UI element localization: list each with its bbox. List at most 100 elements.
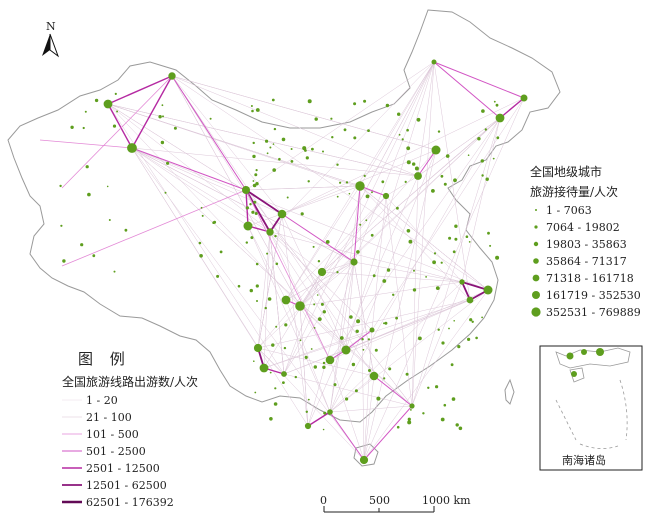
route-line — [39, 139, 133, 149]
city-point — [166, 161, 170, 165]
city-point — [459, 279, 465, 285]
city-point — [468, 241, 471, 243]
city-point — [82, 126, 85, 130]
city-point — [412, 162, 416, 166]
city-point — [416, 117, 421, 122]
city-point — [124, 228, 128, 232]
city-point — [200, 206, 203, 209]
city-point — [395, 316, 398, 320]
city-point — [313, 303, 316, 306]
city-point — [127, 143, 137, 153]
city-point — [325, 355, 335, 365]
city-point — [406, 229, 411, 233]
route-legend-label: 101 - 500 — [86, 428, 139, 441]
inset-label: 南海诸岛 — [562, 453, 606, 467]
city-point — [237, 284, 241, 288]
city-point — [198, 241, 202, 245]
city-point — [382, 279, 387, 283]
city-point — [457, 345, 461, 349]
city-point — [365, 194, 370, 199]
city-point — [431, 145, 441, 155]
city-point — [322, 365, 326, 369]
route-line — [353, 185, 361, 263]
city-point — [454, 237, 458, 241]
city-point — [290, 148, 293, 150]
city-point — [396, 425, 400, 429]
city-point — [304, 422, 312, 430]
city-point — [467, 337, 471, 341]
city-point — [243, 221, 253, 231]
city-point — [425, 276, 427, 278]
city-point — [295, 301, 305, 311]
city-point — [281, 371, 287, 377]
city-point — [255, 182, 259, 186]
city-point — [273, 127, 277, 131]
route-line — [61, 75, 173, 189]
city-point — [443, 403, 447, 407]
city-point — [370, 233, 374, 237]
city-point — [300, 212, 304, 216]
route-line — [107, 103, 361, 187]
route-line — [417, 117, 501, 177]
city-point — [252, 154, 256, 159]
city-point — [409, 403, 415, 409]
route-line — [247, 225, 287, 301]
city-point — [431, 59, 437, 65]
city-point — [322, 310, 326, 314]
city-point — [412, 288, 417, 292]
city-point — [495, 255, 500, 260]
route-line — [417, 61, 435, 177]
city-point — [448, 327, 450, 330]
city-point — [484, 128, 487, 131]
city-point — [351, 362, 356, 367]
route-line — [61, 189, 247, 267]
city-point — [392, 293, 395, 296]
city-point — [350, 258, 358, 266]
route-line — [263, 271, 323, 369]
city-point — [162, 115, 164, 118]
route-line — [283, 271, 323, 375]
city-point — [314, 117, 318, 121]
route-line — [329, 411, 365, 461]
city-point — [266, 252, 269, 255]
city-point — [60, 224, 63, 227]
route-line — [131, 147, 249, 227]
route-line — [345, 329, 373, 351]
route-line — [131, 75, 173, 149]
city-point — [336, 195, 339, 198]
city-point — [348, 192, 351, 195]
city-point — [168, 72, 176, 80]
city-point — [113, 270, 116, 273]
route-line — [281, 97, 525, 215]
city-point — [271, 343, 275, 347]
route-line — [245, 189, 331, 361]
city-point — [272, 168, 277, 172]
city-point — [485, 177, 489, 181]
route-line — [371, 195, 387, 331]
city-point — [339, 336, 344, 340]
city-point — [62, 259, 66, 263]
city-point — [80, 243, 84, 247]
route-line — [281, 213, 347, 351]
city-point — [495, 103, 499, 107]
city-point — [255, 108, 260, 112]
city-point — [249, 203, 252, 206]
city-points — [59, 59, 528, 465]
route-line — [171, 75, 247, 191]
route-line — [321, 61, 435, 273]
city-point — [401, 138, 404, 141]
city-point — [312, 245, 315, 248]
route-line — [345, 61, 435, 351]
route-line — [131, 147, 309, 427]
city-point — [414, 166, 419, 171]
svg-text:N: N — [46, 20, 56, 33]
city-point — [363, 99, 367, 103]
route-line — [411, 117, 501, 407]
route-line — [131, 147, 247, 191]
route-line — [107, 103, 285, 375]
route-line — [269, 231, 285, 375]
route-line — [269, 231, 331, 361]
city-point — [404, 180, 407, 183]
city-legend-label: 1 - 7063 — [546, 204, 592, 217]
route-legend-title: 全国旅游线路出游数/人次 — [62, 374, 198, 389]
